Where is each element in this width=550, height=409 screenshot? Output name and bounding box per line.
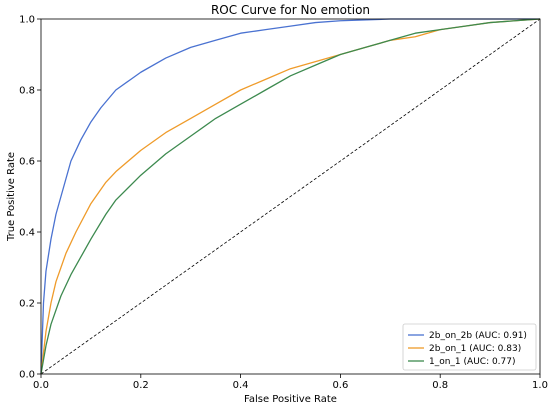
x-tick-label: 0.4 xyxy=(233,380,249,391)
y-tick-label: 0.2 xyxy=(19,299,35,310)
x-tick-label: 1.0 xyxy=(532,380,548,391)
y-axis-label: True Positive Rate xyxy=(6,152,17,242)
y-tick-label: 0.8 xyxy=(19,86,35,97)
legend-box xyxy=(402,323,537,371)
y-tick-label: 0.6 xyxy=(19,157,35,168)
y-tick-label: 0.4 xyxy=(19,228,35,239)
series-line-2 xyxy=(40,18,541,375)
plot-area: 0.0 0.2 0.4 0.6 0.8 1.0 0.0 0.2 0.4 0.6 0.8 1.0 2b_o… xyxy=(19,15,548,392)
legend: 2b_on_2b (AUC: 0.91) 2b_on_1 (AUC: 0.83) 1… xyxy=(402,323,537,371)
x-tick-label: 0.2 xyxy=(133,380,149,391)
x-tick-label: 0.6 xyxy=(332,380,348,391)
legend-label-0: 2b_on_2b (AUC: 0.91) xyxy=(429,331,527,341)
legend-label-2: 1_on_1 (AUC: 0.77) xyxy=(429,357,516,367)
y-tick-label: 1.0 xyxy=(19,15,35,26)
y-tick-label: 0.0 xyxy=(19,370,35,381)
legend-label-1: 2b_on_1 (AUC: 0.83) xyxy=(429,344,521,354)
x-tick-label: 0.0 xyxy=(33,380,49,391)
plot-frame xyxy=(40,18,541,375)
x-axis-label: False Positive Rate xyxy=(244,394,337,405)
reference-diagonal-line xyxy=(40,18,541,375)
series-line-0 xyxy=(40,18,540,375)
x-tick-label: 0.8 xyxy=(432,380,448,391)
chart-title: ROC Curve for No emotion xyxy=(211,3,370,17)
